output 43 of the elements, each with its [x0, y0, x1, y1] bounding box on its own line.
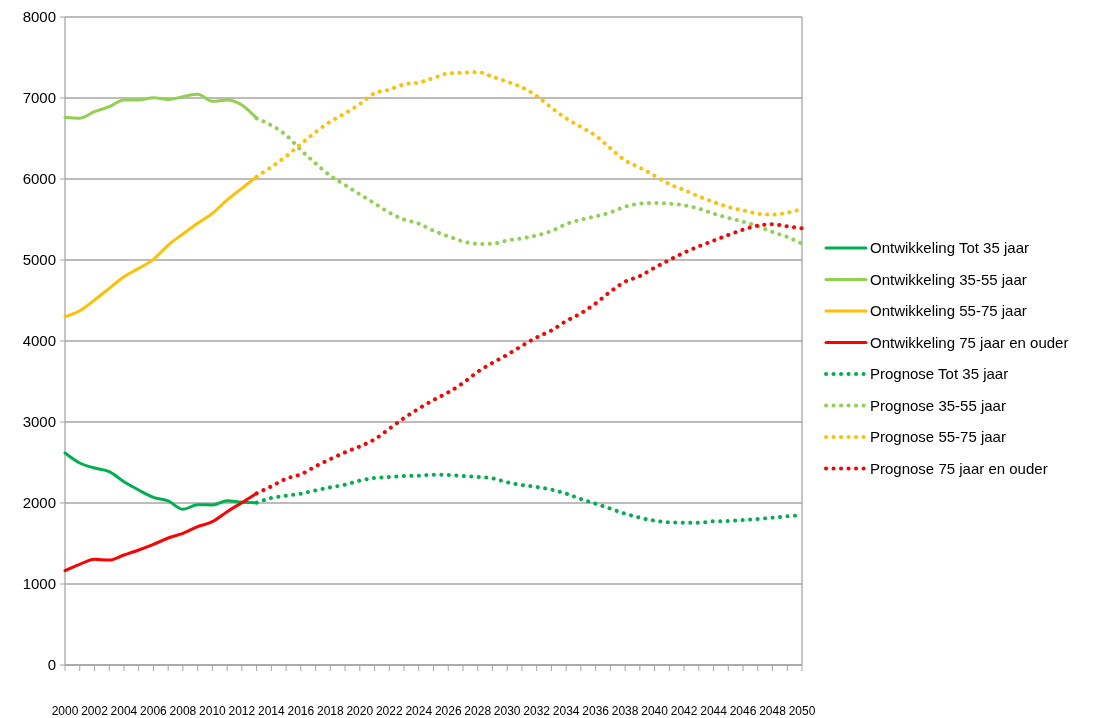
x-tick-label: 2048	[759, 704, 787, 718]
x-tick-label: 2038	[611, 704, 639, 718]
x-tick-label: 2000	[51, 704, 79, 718]
legend-label: Prognose 75 jaar en ouder	[870, 459, 1048, 477]
x-tick-label: 2042	[670, 704, 698, 718]
x-tick-label: 2014	[258, 704, 286, 718]
legend-label: Prognose 55-75 jaar	[870, 428, 1006, 446]
y-tick-label: 1000	[22, 575, 56, 593]
x-tick-label: 2006	[140, 704, 168, 718]
x-tick-label: 2008	[169, 704, 197, 718]
legend-label: Prognose 35-55 jaar	[870, 396, 1006, 414]
x-tick-label: 2032	[523, 704, 551, 718]
x-tick-label: 2028	[464, 704, 492, 718]
x-tick-label: 2018	[316, 704, 344, 718]
x-tick-label: 2004	[110, 704, 138, 718]
x-tick-label: 2044	[700, 704, 728, 718]
x-tick-label: 2012	[228, 704, 256, 718]
x-tick-label: 2020	[346, 704, 374, 718]
legend-label: Ontwikkeling 35-55 jaar	[870, 270, 1027, 288]
legend-label: Ontwikkeling 75 jaar en ouder	[870, 333, 1069, 351]
x-tick-label: 2030	[493, 704, 521, 718]
legend-label: Ontwikkeling Tot 35 jaar	[870, 239, 1029, 257]
legend-label: Prognose Tot 35 jaar	[870, 365, 1009, 383]
y-tick-label: 4000	[22, 332, 56, 350]
x-tick-label: 2034	[552, 704, 580, 718]
x-tick-label: 2036	[582, 704, 610, 718]
x-tick-label: 2022	[375, 704, 403, 718]
x-tick-label: 2040	[641, 704, 669, 718]
y-tick-label: 6000	[22, 170, 56, 188]
y-tick-label: 2000	[22, 494, 56, 512]
x-tick-label: 2002	[81, 704, 109, 718]
x-tick-label: 2050	[788, 704, 816, 718]
x-tick-label: 2010	[199, 704, 227, 718]
y-tick-label: 5000	[22, 251, 56, 269]
y-tick-label: 3000	[22, 413, 56, 431]
y-tick-label: 0	[47, 656, 56, 674]
x-tick-label: 2046	[729, 704, 757, 718]
x-tick-label: 2016	[287, 704, 315, 718]
legend-label: Ontwikkeling 55-75 jaar	[870, 302, 1027, 320]
y-tick-label: 7000	[22, 89, 56, 107]
y-tick-label: 8000	[22, 8, 56, 26]
x-tick-label: 2026	[434, 704, 462, 718]
x-tick-label: 2024	[405, 704, 433, 718]
